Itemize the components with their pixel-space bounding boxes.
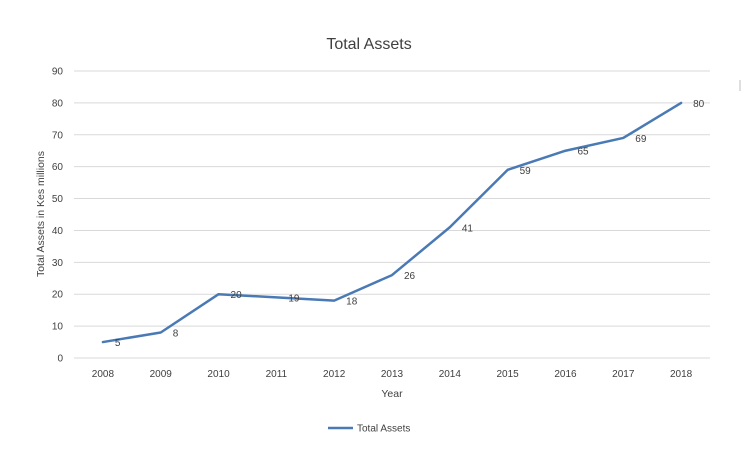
x-tick-label: 2016 bbox=[554, 369, 577, 380]
data-label: 26 bbox=[404, 271, 416, 282]
data-label: 80 bbox=[693, 99, 705, 110]
x-tick-label: 2011 bbox=[266, 369, 288, 380]
y-tick-label: 30 bbox=[52, 258, 64, 269]
y-tick-label: 80 bbox=[52, 98, 64, 109]
series-line-total-assets bbox=[101, 101, 683, 344]
data-label: 5 bbox=[115, 338, 121, 349]
y-axis-ticks: 0 10 20 30 40 50 60 70 80 90 bbox=[52, 67, 64, 365]
data-label: 59 bbox=[520, 166, 532, 177]
data-label: 69 bbox=[635, 134, 647, 145]
y-tick-label: 20 bbox=[52, 290, 64, 301]
x-tick-label: 2012 bbox=[323, 369, 346, 380]
gridlines bbox=[74, 70, 710, 359]
series-layer bbox=[101, 101, 683, 344]
chart-title: Total Assets bbox=[326, 36, 411, 53]
data-labels: 5 8 20 19 18 26 41 59 65 69 80 bbox=[115, 99, 705, 349]
data-label: 19 bbox=[288, 293, 300, 304]
x-tick-label: 2018 bbox=[670, 369, 693, 380]
y-tick-label: 0 bbox=[57, 354, 63, 365]
legend-label-total-assets: Total Assets bbox=[357, 424, 410, 435]
x-tick-label: 2013 bbox=[381, 369, 404, 380]
y-tick-label: 10 bbox=[52, 322, 64, 333]
data-label: 8 bbox=[173, 328, 179, 339]
x-tick-label: 2009 bbox=[150, 369, 173, 380]
data-label: 20 bbox=[231, 290, 243, 301]
data-label: 41 bbox=[462, 223, 474, 234]
data-label: 18 bbox=[346, 297, 358, 308]
y-tick-label: 50 bbox=[52, 194, 64, 205]
legend: Total Assets bbox=[328, 424, 410, 435]
x-tick-label: 2008 bbox=[92, 369, 115, 380]
data-label: 65 bbox=[577, 147, 589, 158]
x-tick-label: 2015 bbox=[497, 369, 520, 380]
y-tick-label: 60 bbox=[52, 162, 64, 173]
x-tick-label: 2017 bbox=[612, 369, 635, 380]
y-tick-label: 70 bbox=[52, 130, 64, 141]
y-tick-label: 90 bbox=[52, 67, 64, 78]
x-tick-label: 2014 bbox=[439, 369, 462, 380]
x-tick-label: 2010 bbox=[207, 369, 230, 380]
y-tick-label: 40 bbox=[52, 226, 64, 237]
x-axis-ticks: 2008 2009 2010 2011 2012 2013 2014 2015 2016 2017… bbox=[92, 369, 693, 380]
x-axis-title: Year bbox=[381, 388, 403, 400]
y-axis-title: Total Assets in Kes millions bbox=[35, 151, 47, 277]
